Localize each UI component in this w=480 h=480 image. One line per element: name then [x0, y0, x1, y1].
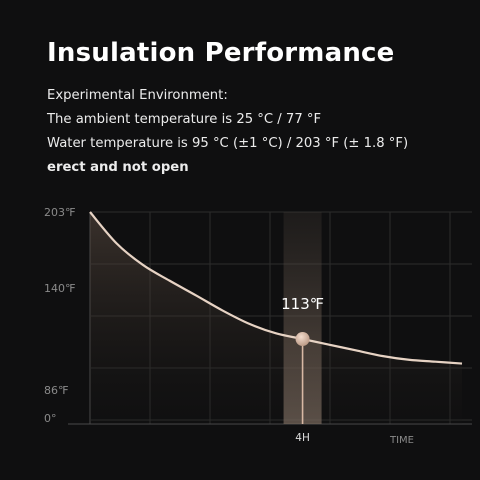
y-tick-label: 140℉	[44, 282, 75, 295]
x-axis-label: TIME	[389, 435, 414, 446]
highlight-value-label: 113℉	[281, 295, 324, 313]
ambient-temperature-text: The ambient temperature is 25 °C / 77 °F	[47, 112, 322, 127]
highlight-marker	[295, 332, 310, 346]
y-tick-label: 86℉	[44, 384, 68, 397]
area-fill	[90, 212, 462, 424]
y-tick-label: 0°	[44, 412, 57, 425]
condition-text: erect and not open	[47, 160, 189, 175]
temperature-curve	[89, 211, 463, 365]
page-title: Insulation Performance	[47, 38, 395, 68]
y-tick-label: 203℉	[44, 206, 75, 219]
x-tick-4h: 4H	[295, 432, 310, 444]
water-temperature-text: Water temperature is 95 °C (±1 °C) / 203…	[47, 136, 409, 151]
environment-heading: Experimental Environment:	[47, 88, 228, 103]
